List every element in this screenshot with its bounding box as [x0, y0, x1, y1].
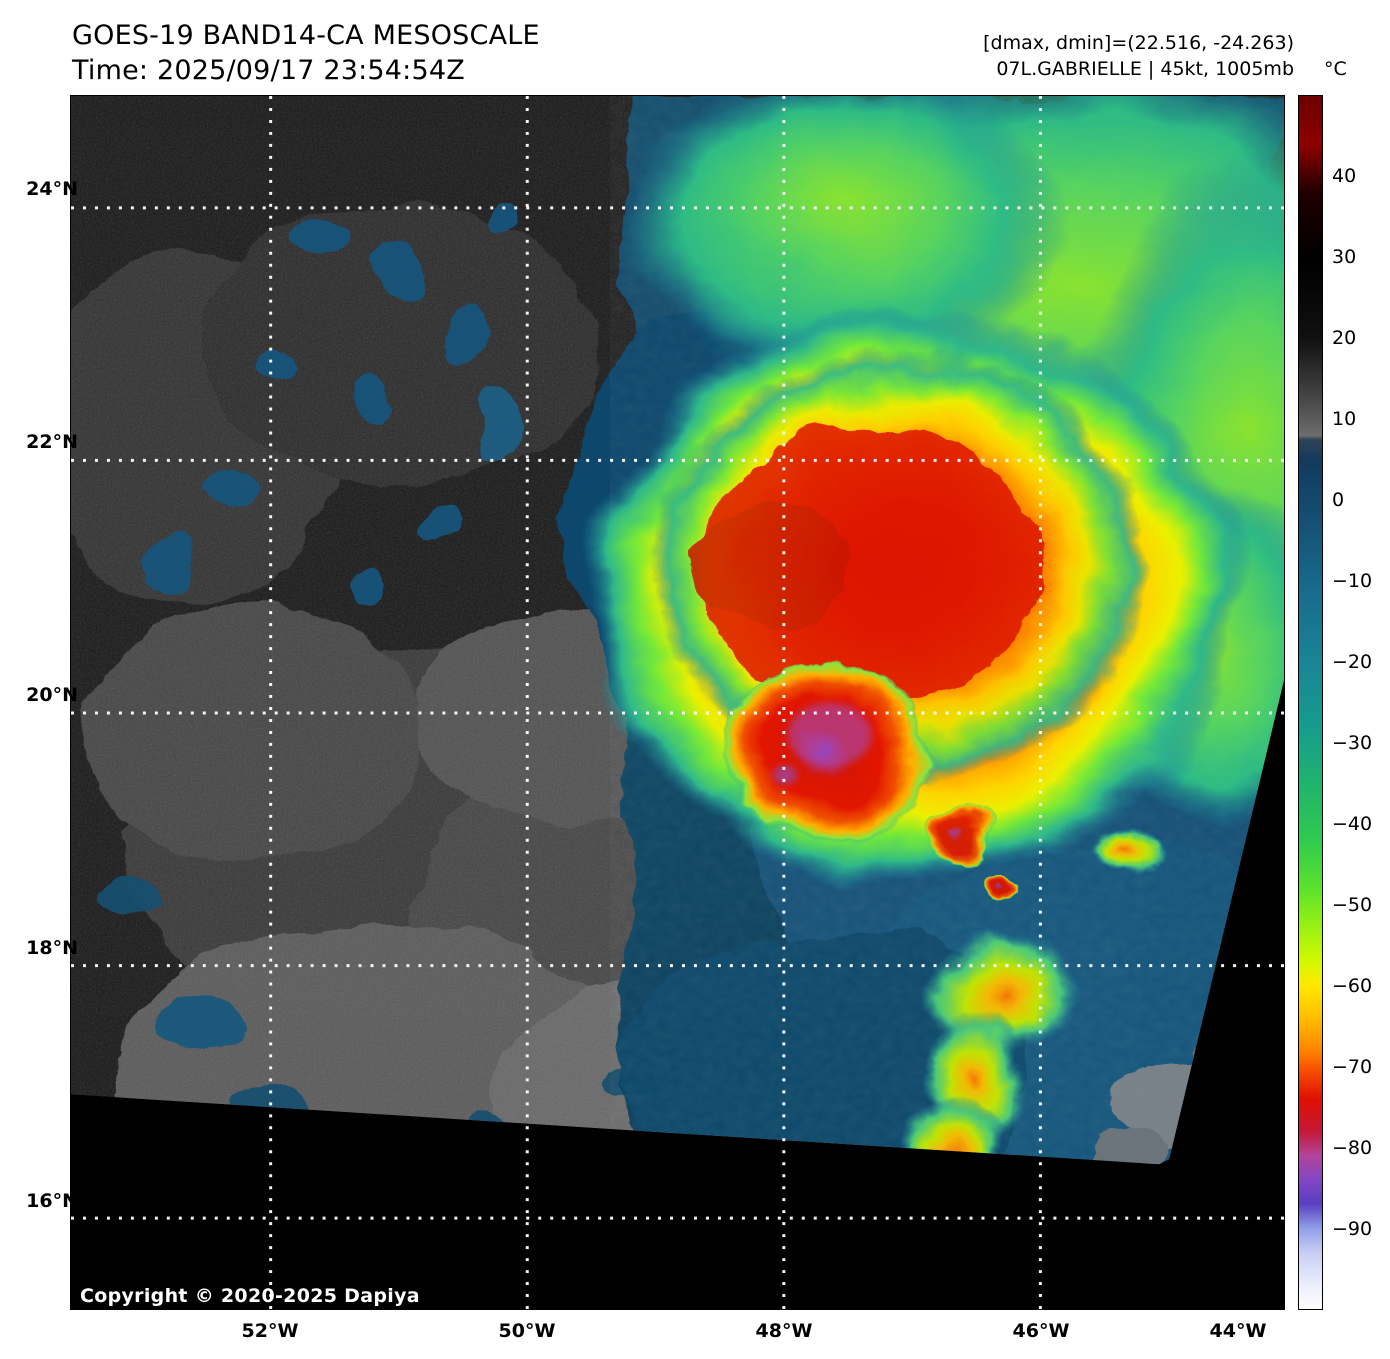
- colorbar-tick-5: −10: [1332, 570, 1373, 592]
- timestamp: Time: 2025/09/17 23:54:54Z: [72, 55, 465, 86]
- xtick-label-4: 44°W: [1209, 1320, 1267, 1342]
- ytick-label-1: 22°N: [26, 431, 78, 453]
- colorbar-tick-13: −90: [1332, 1218, 1373, 1240]
- colorbar-tick-10: −60: [1332, 975, 1373, 997]
- data-range-label: [dmax, dmin]=(22.516, -24.263): [983, 32, 1294, 54]
- satellite-image-plot[interactable]: [70, 95, 1285, 1310]
- xtick-label-3: 46°W: [1012, 1320, 1070, 1342]
- colorbar-tick-3: 10: [1332, 408, 1357, 430]
- metadata-block: [dmax, dmin]=(22.516, -24.263) 07L.GABRI…: [983, 30, 1294, 82]
- xtick-label-0: 52°W: [241, 1320, 299, 1342]
- colorbar-tick-4: 0: [1332, 489, 1345, 511]
- ytick-label-0: 24°N: [26, 178, 78, 200]
- colorbar-tick-9: −50: [1332, 894, 1373, 916]
- copyright-label: Copyright © 2020-2025 Dapiya: [80, 1285, 420, 1307]
- ytick-label-3: 18°N: [26, 937, 78, 959]
- ytick-label-4: 16°N: [26, 1190, 78, 1212]
- ytick-label-2: 20°N: [26, 684, 78, 706]
- colorbar-unit-label: °C: [1324, 58, 1347, 80]
- colorbar-tick-2: 20: [1332, 327, 1357, 349]
- xtick-label-2: 48°W: [755, 1320, 813, 1342]
- storm-info-label: 07L.GABRIELLE | 45kt, 1005mb: [996, 58, 1294, 80]
- colorbar-tick-0: 40: [1332, 165, 1357, 187]
- colorbar: [1298, 95, 1323, 1310]
- page-title: GOES-19 BAND14-CA MESOSCALE: [72, 20, 540, 51]
- colorbar-tick-6: −20: [1332, 651, 1373, 673]
- colorbar-gradient: [1299, 96, 1322, 1309]
- colorbar-tick-7: −30: [1332, 732, 1373, 754]
- colorbar-tick-1: 30: [1332, 246, 1357, 268]
- colorbar-tick-11: −70: [1332, 1056, 1373, 1078]
- title-block: GOES-19 BAND14-CA MESOSCALE Time: 2025/0…: [72, 18, 540, 88]
- colorbar-tick-8: −40: [1332, 813, 1373, 835]
- xtick-label-1: 50°W: [498, 1320, 556, 1342]
- colorbar-tick-12: −80: [1332, 1137, 1373, 1159]
